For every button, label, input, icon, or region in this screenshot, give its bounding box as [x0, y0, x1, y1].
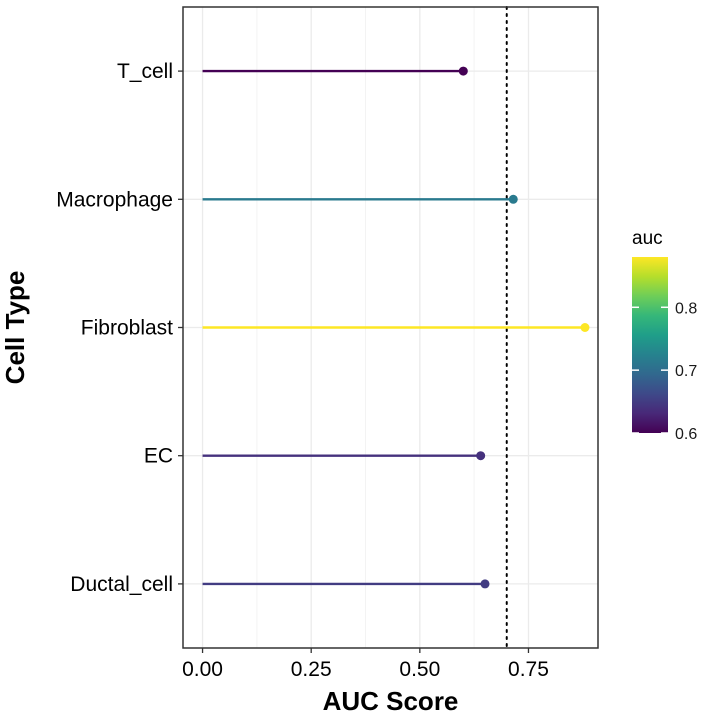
x-tick-label: 0.50 — [399, 658, 440, 681]
x-tick-label: 0.00 — [182, 658, 223, 681]
y-tick-label: Fibroblast — [81, 317, 173, 340]
lollipop-point — [508, 194, 518, 204]
legend-tick-label: 0.6 — [675, 426, 697, 443]
x-tick-label: 0.75 — [508, 658, 549, 681]
lollipop-point — [476, 451, 486, 461]
color-legend: auc 0.6 0.7 0.8 — [632, 228, 697, 443]
x-axis-title: AUC Score — [323, 686, 459, 716]
axes: 0.00 0.25 0.50 0.75 T_cell Macrophage Fibrobla… — [56, 60, 549, 681]
lollipop-point — [480, 579, 490, 589]
lollipop-point — [580, 323, 590, 332]
legend-colorbar — [632, 257, 668, 433]
y-tick-label: Macrophage — [56, 188, 173, 211]
lollipop-point — [458, 66, 468, 76]
y-axis-title: Cell Type — [0, 271, 30, 385]
legend-tick-label: 0.7 — [675, 363, 697, 380]
y-tick-label: EC — [144, 445, 173, 468]
legend-tick-label: 0.8 — [675, 300, 697, 317]
legend-title: auc — [632, 228, 663, 249]
y-tick-label: T_cell — [117, 60, 173, 83]
y-tick-label: Ductal_cell — [70, 573, 173, 596]
lollipop-marks — [202, 66, 590, 589]
x-tick-label: 0.25 — [291, 658, 332, 681]
